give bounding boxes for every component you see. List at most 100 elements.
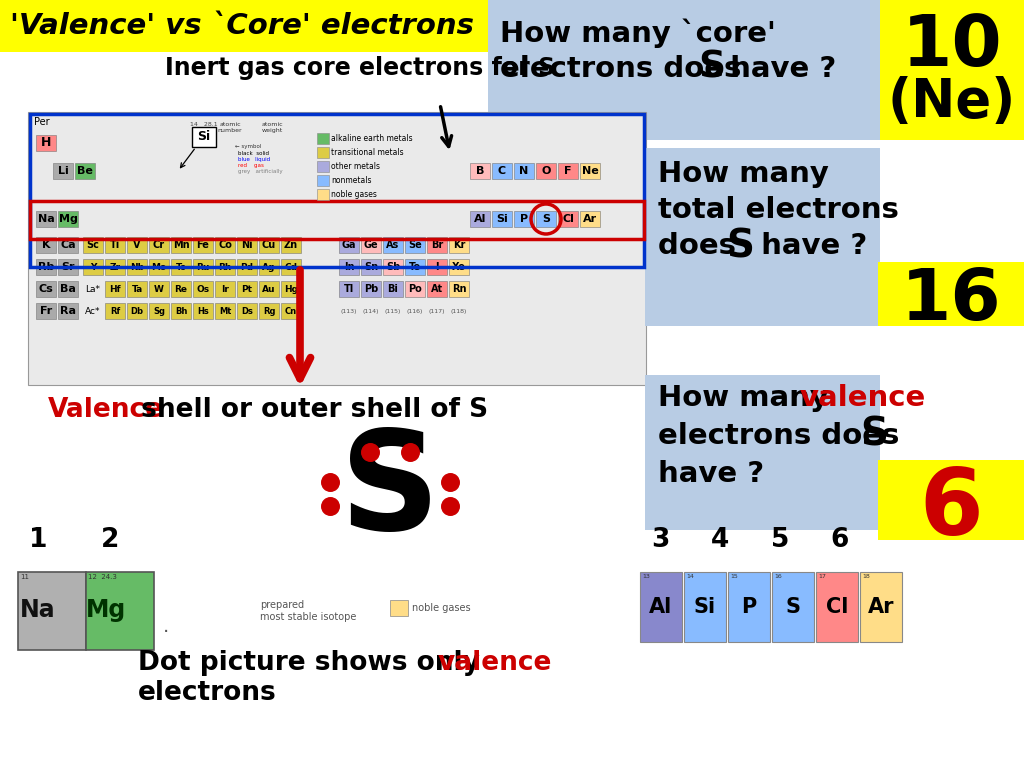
FancyBboxPatch shape (281, 237, 301, 253)
FancyBboxPatch shape (150, 281, 169, 297)
FancyBboxPatch shape (53, 163, 73, 179)
Text: Hs: Hs (198, 306, 209, 316)
Text: S: S (785, 597, 801, 617)
Text: Kr: Kr (453, 240, 465, 250)
Text: Valence: Valence (48, 397, 164, 423)
Text: electrons does: electrons does (658, 422, 909, 450)
Text: Per: Per (34, 117, 49, 127)
FancyBboxPatch shape (514, 211, 534, 227)
Text: F: F (564, 166, 571, 176)
FancyBboxPatch shape (580, 163, 600, 179)
FancyBboxPatch shape (880, 0, 1024, 140)
FancyBboxPatch shape (171, 237, 191, 253)
FancyBboxPatch shape (427, 237, 447, 253)
Text: have ?: have ? (751, 232, 867, 260)
Text: (115): (115) (385, 309, 401, 313)
FancyBboxPatch shape (237, 259, 257, 275)
FancyBboxPatch shape (150, 237, 169, 253)
FancyBboxPatch shape (406, 281, 425, 297)
FancyBboxPatch shape (645, 375, 880, 530)
FancyBboxPatch shape (36, 303, 56, 319)
Text: red    gas: red gas (238, 163, 264, 168)
Text: Li: Li (57, 166, 69, 176)
Text: Ca: Ca (60, 240, 76, 250)
Text: Sr: Sr (61, 262, 75, 272)
FancyBboxPatch shape (193, 127, 216, 147)
Text: Ba: Ba (60, 284, 76, 294)
Text: Rn: Rn (452, 284, 466, 294)
Text: noble gases: noble gases (331, 190, 377, 199)
FancyBboxPatch shape (878, 460, 1024, 540)
Text: Fe: Fe (197, 240, 210, 250)
Text: Al: Al (474, 214, 486, 224)
Text: H: H (41, 137, 51, 150)
Text: B: B (476, 166, 484, 176)
Text: As: As (386, 240, 399, 250)
Text: (118): (118) (451, 309, 467, 313)
FancyBboxPatch shape (390, 600, 408, 616)
Text: (117): (117) (429, 309, 445, 313)
Text: Sc: Sc (87, 240, 99, 250)
FancyBboxPatch shape (105, 237, 125, 253)
FancyBboxPatch shape (215, 281, 234, 297)
FancyBboxPatch shape (878, 262, 1024, 326)
Text: Rb: Rb (38, 262, 54, 272)
Text: 10: 10 (901, 12, 1002, 81)
FancyBboxPatch shape (105, 259, 125, 275)
FancyBboxPatch shape (127, 303, 147, 319)
FancyBboxPatch shape (36, 281, 56, 297)
FancyBboxPatch shape (18, 572, 86, 650)
Text: Mg: Mg (86, 598, 126, 622)
Text: shell or outer shell of S: shell or outer shell of S (132, 397, 488, 423)
Point (322, 500, 338, 512)
FancyBboxPatch shape (127, 237, 147, 253)
Text: blue   liquid: blue liquid (238, 157, 270, 162)
FancyBboxPatch shape (171, 303, 191, 319)
Text: Ga: Ga (342, 240, 356, 250)
Text: Si: Si (694, 597, 716, 617)
Text: I: I (435, 262, 438, 272)
Text: Zn: Zn (284, 240, 298, 250)
FancyBboxPatch shape (127, 281, 147, 297)
FancyBboxPatch shape (383, 259, 403, 275)
Text: Cd: Cd (285, 263, 298, 272)
Text: alkaline earth metals: alkaline earth metals (331, 134, 413, 143)
Text: Tc: Tc (176, 263, 186, 272)
Text: Co: Co (218, 240, 232, 250)
Text: How many: How many (658, 384, 839, 412)
Text: Cs: Cs (39, 284, 53, 294)
Text: does: does (658, 232, 746, 260)
FancyBboxPatch shape (339, 259, 359, 275)
Text: Cn: Cn (285, 306, 297, 316)
Text: Pt: Pt (242, 284, 253, 293)
Text: (116): (116) (407, 309, 423, 313)
FancyBboxPatch shape (193, 281, 213, 297)
Text: Sg: Sg (153, 306, 165, 316)
FancyBboxPatch shape (150, 303, 169, 319)
Text: 17: 17 (818, 574, 826, 579)
Text: Mn: Mn (173, 240, 189, 250)
FancyBboxPatch shape (105, 303, 125, 319)
Text: total electrons: total electrons (658, 196, 899, 224)
Text: Cr: Cr (153, 240, 165, 250)
FancyBboxPatch shape (558, 211, 578, 227)
FancyBboxPatch shape (28, 112, 646, 385)
Text: Ta: Ta (131, 284, 142, 293)
Text: Rg: Rg (263, 306, 275, 316)
Text: Ti: Ti (110, 240, 120, 250)
Text: electrons: electrons (138, 680, 276, 706)
Text: Ni: Ni (242, 240, 253, 250)
FancyBboxPatch shape (772, 572, 814, 642)
FancyBboxPatch shape (105, 281, 125, 297)
Text: Ir: Ir (221, 284, 229, 293)
Text: 16: 16 (774, 574, 781, 579)
FancyBboxPatch shape (317, 133, 329, 144)
Text: Inert gas core electrons for S: Inert gas core electrons for S (165, 56, 555, 80)
Text: Rh: Rh (218, 263, 231, 272)
FancyBboxPatch shape (317, 189, 329, 200)
Point (361, 446, 378, 458)
FancyBboxPatch shape (317, 175, 329, 186)
FancyBboxPatch shape (259, 303, 279, 319)
Text: O: O (542, 166, 551, 176)
Text: Br: Br (431, 240, 443, 250)
